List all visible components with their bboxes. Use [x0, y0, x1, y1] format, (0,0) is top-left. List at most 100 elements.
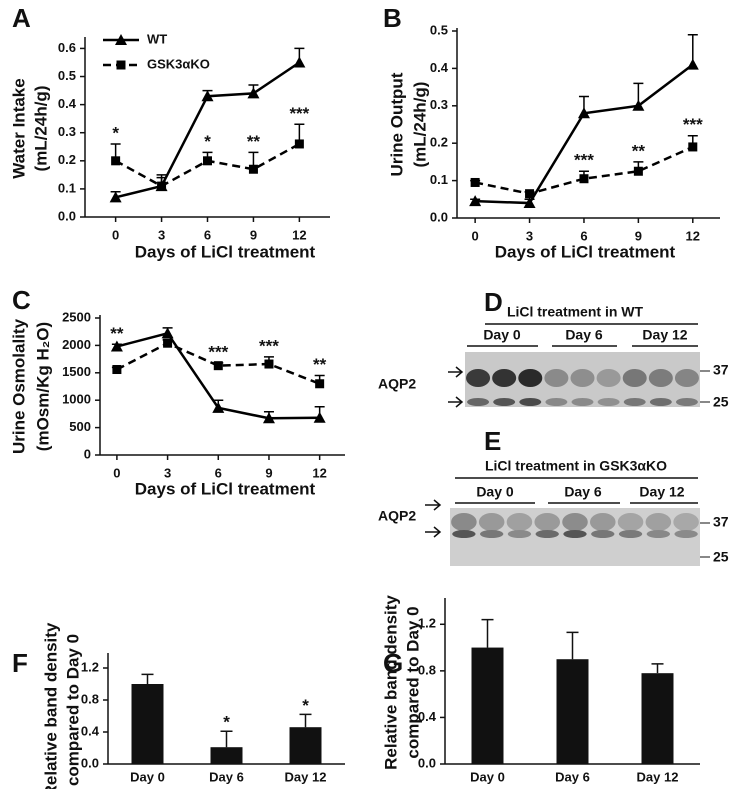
bar: [556, 659, 589, 764]
y-tick-label: 0.2: [430, 135, 448, 150]
blot-band: [673, 513, 699, 531]
x-tick-label: 6: [215, 465, 222, 480]
y-tick-label: 1000: [62, 392, 91, 407]
point: [157, 181, 167, 191]
bar: [210, 747, 243, 764]
y-tick-label: 1500: [62, 364, 91, 379]
blot-band: [563, 530, 587, 538]
significance: ***: [208, 342, 228, 361]
blot-band: [544, 369, 569, 387]
x-tick-label: 3: [158, 227, 165, 242]
blot-band: [622, 369, 647, 387]
point: [201, 90, 214, 102]
y-tick-label: 0.3: [430, 97, 448, 112]
blot-band: [674, 369, 699, 387]
lane-label: Day 6: [565, 327, 603, 343]
significance: ***: [259, 336, 279, 355]
significance: **: [632, 141, 646, 160]
bar: [289, 727, 322, 764]
point: [686, 58, 699, 70]
y-tick-label: 0.0: [418, 755, 436, 770]
blot-band: [645, 513, 672, 531]
blot-band: [571, 398, 594, 406]
y-tick-label: 1.2: [81, 659, 99, 674]
blot-band: [493, 398, 516, 406]
significance: **: [313, 355, 327, 374]
lane-label: Day 0: [476, 484, 514, 500]
point: [293, 56, 306, 68]
x-tick-label: 3: [526, 228, 533, 243]
blot-band: [451, 513, 477, 531]
point: [523, 197, 536, 209]
y-tick-label: 0: [84, 446, 91, 461]
blot-band: [597, 398, 620, 406]
lane-label: Day 6: [564, 484, 602, 500]
y-tick-label: 500: [69, 419, 91, 434]
y-tick-label: 0.0: [58, 208, 76, 223]
marker-label: 25: [713, 394, 729, 410]
point: [247, 87, 260, 99]
y-tick-label: 0.8: [81, 691, 99, 706]
y-tick-label: 0.5: [430, 22, 448, 37]
panel-letter: B: [383, 3, 402, 33]
legend-label: WT: [147, 31, 167, 46]
y-tick-label: 0.1: [430, 172, 448, 187]
point: [264, 359, 274, 369]
error-bar: [651, 663, 664, 674]
point: [470, 177, 480, 187]
bar: [641, 673, 674, 764]
lane-label: Day 12: [642, 327, 687, 343]
x-tick-label: 0: [472, 228, 479, 243]
x-tick-label: Day 12: [637, 769, 679, 784]
blot-band: [562, 513, 588, 531]
blot-band: [646, 530, 670, 538]
point: [213, 361, 223, 371]
blot-band: [452, 530, 476, 538]
legend-label: GSK3αKO: [147, 56, 210, 71]
point: [313, 411, 326, 423]
y-tick-label: 0.4: [81, 723, 100, 738]
blot-band: [596, 369, 621, 387]
x-tick-label: 0: [112, 227, 119, 242]
arrow: [425, 499, 442, 538]
blot-band: [507, 530, 532, 538]
protein-label: AQP2: [378, 508, 416, 524]
y-axis-label: Urine Osmolality: [9, 318, 28, 454]
significance: *: [223, 713, 230, 732]
x-tick-label: 12: [292, 227, 306, 242]
bar: [131, 684, 164, 764]
y-axis-label: (mL/24h/g): [410, 82, 429, 168]
error-bar: [220, 730, 233, 748]
blot-band: [467, 398, 490, 406]
point: [688, 142, 698, 152]
y-tick-label: 0.0: [430, 209, 448, 224]
blot-band: [591, 530, 615, 538]
blot-band: [534, 513, 560, 531]
y-tick-label: 0.3: [58, 124, 76, 139]
blot-band: [519, 398, 542, 406]
y-tick-label: 0.4: [58, 96, 77, 111]
point: [111, 156, 121, 166]
x-tick-label: Day 0: [130, 769, 165, 784]
blot-band: [648, 369, 673, 387]
panel-letter: G: [383, 648, 403, 678]
x-tick-label: 9: [635, 228, 642, 243]
lane-label: Day 0: [483, 327, 521, 343]
significance: ***: [289, 104, 309, 123]
y-tick-label: 0.6: [58, 40, 76, 55]
blot-title: LiCl treatment in WT: [507, 304, 644, 320]
point: [110, 340, 123, 352]
panel-letter: F: [12, 648, 28, 678]
blot-band: [590, 513, 616, 531]
y-axis-label: compared to Day 0: [403, 606, 422, 758]
y-tick-label: 0.8: [418, 662, 436, 677]
blot-band: [674, 530, 698, 538]
x-tick-label: 6: [580, 228, 587, 243]
x-axis-label: Days of LiCl treatment: [135, 242, 316, 261]
y-axis-label: Water Intake: [9, 78, 28, 178]
x-tick-label: Day 6: [209, 769, 244, 784]
protein-label: AQP2: [378, 376, 416, 392]
blot-band: [492, 369, 517, 387]
point: [469, 195, 482, 207]
y-axis-label: compared to Day 0: [63, 634, 82, 786]
